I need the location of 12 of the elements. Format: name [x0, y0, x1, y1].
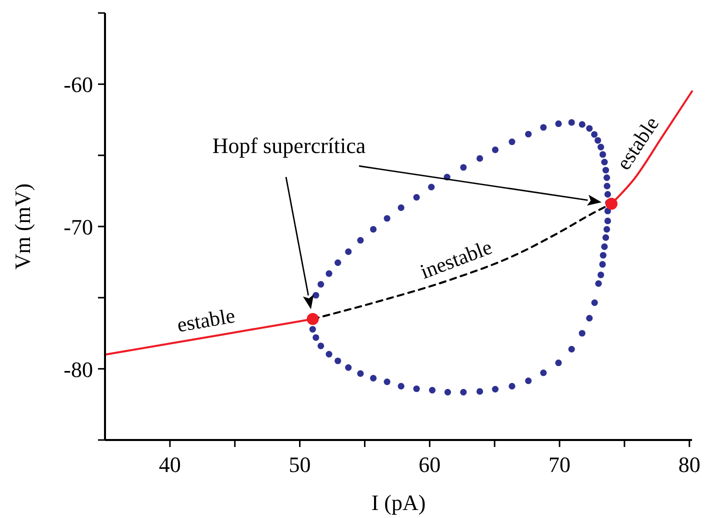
annotation: Hopf supercrítica — [212, 133, 366, 158]
x-tick-label: 40 — [158, 452, 181, 477]
text: estable — [175, 303, 237, 337]
x-tick-label: 70 — [548, 452, 571, 477]
y-tick-label: -70 — [64, 214, 93, 240]
y-tick-label: -60 — [64, 72, 93, 98]
x-tick-label: 80 — [678, 452, 700, 477]
x-axis-title: I (pA) — [371, 490, 426, 515]
x-tick-label: 60 — [418, 452, 441, 477]
y-axis-title: Vm (mV) — [10, 183, 35, 270]
x-tick-label: 50 — [288, 452, 311, 477]
y-tick-label: -80 — [64, 356, 93, 382]
